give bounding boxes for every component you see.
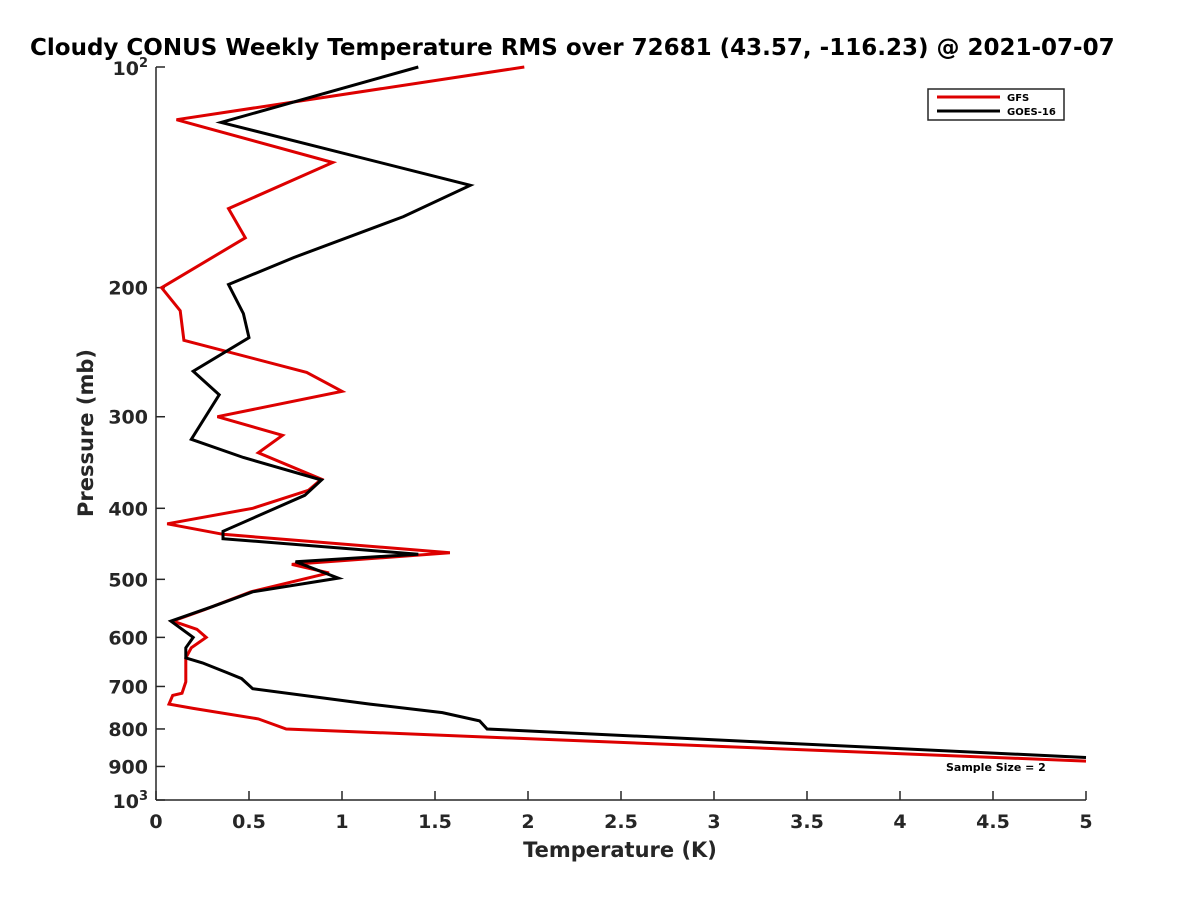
- y-tick-label: 700: [108, 676, 148, 698]
- x-tick-label: 3.5: [790, 811, 824, 833]
- y-tick-base: 10: [113, 791, 139, 813]
- series-line-goes-16: [167, 65, 1087, 759]
- y-tick-label: 200: [108, 278, 148, 300]
- x-tick-label: 5: [1079, 811, 1092, 833]
- plot-area: [155, 67, 1086, 801]
- y-tick-base: 10: [113, 58, 139, 80]
- chart-title: Cloudy CONUS Weekly Temperature RMS over…: [30, 35, 1115, 61]
- y-tick-label: 300: [108, 407, 148, 429]
- y-tick-label: 800: [108, 719, 148, 741]
- series-lines: [159, 65, 1087, 763]
- x-tick-label: 2: [521, 811, 534, 833]
- y-tick-exponent: 2: [139, 56, 148, 71]
- legend: GFS GOES-16: [927, 88, 1065, 121]
- x-tick-label: 0: [149, 811, 162, 833]
- x-tick-label: 3: [707, 811, 720, 833]
- y-tick-label: 500: [108, 569, 148, 591]
- x-tick-label: 1: [335, 811, 348, 833]
- y-tick-label: 400: [108, 498, 148, 520]
- legend-box: [927, 88, 1065, 121]
- x-tick-label: 1.5: [418, 811, 452, 833]
- y-tick-label: 600: [108, 627, 148, 649]
- sample-size-annotation: Sample Size = 2: [946, 761, 1046, 774]
- y-axis-label: Pressure (mb): [74, 349, 98, 517]
- x-tick-label: 2.5: [604, 811, 638, 833]
- series-line-gfs: [159, 65, 1087, 763]
- x-tick-label: 4: [893, 811, 906, 833]
- legend-label: GOES-16: [1007, 107, 1056, 118]
- x-axis-ticks: 0 0.5 1 1.5 2 2.5 3 3.5 4 4.5 5: [149, 791, 1093, 833]
- legend-label: GFS: [1007, 93, 1029, 104]
- y-tick-exponent: 3: [139, 789, 148, 804]
- x-tick-label: 0.5: [232, 811, 266, 833]
- y-tick-label: 900: [108, 756, 148, 778]
- y-tick-label: 103: [113, 789, 149, 813]
- y-tick-label: 102: [113, 56, 149, 80]
- x-axis-label: Temperature (K): [523, 838, 717, 862]
- x-tick-label: 4.5: [976, 811, 1010, 833]
